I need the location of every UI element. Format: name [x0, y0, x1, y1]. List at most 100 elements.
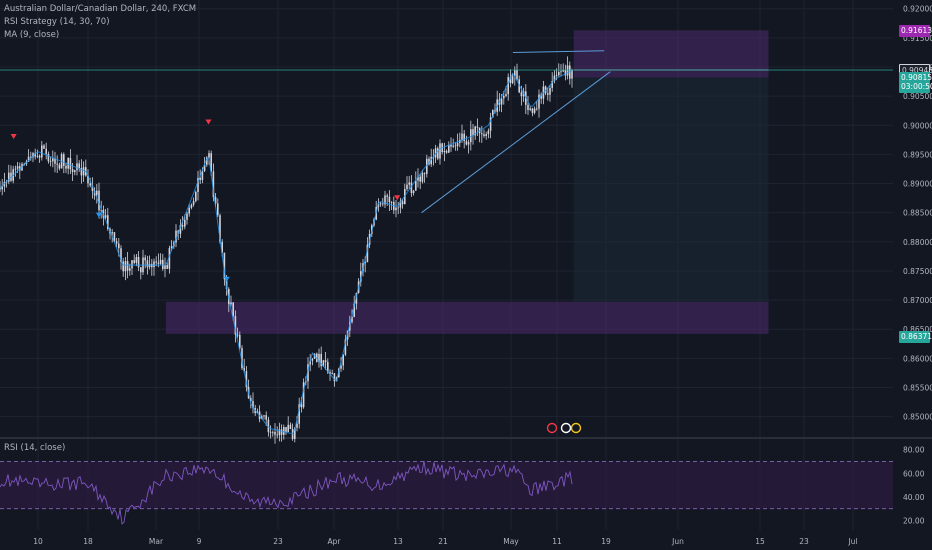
- candle-body: [67, 157, 69, 169]
- candle-body: [265, 415, 267, 420]
- price-tick-label: 0.86000: [903, 354, 932, 363]
- candle-body: [430, 156, 432, 165]
- demand-zone: [165, 301, 769, 334]
- candle-body: [566, 65, 569, 76]
- candle-body: [113, 232, 116, 242]
- candle-body: [533, 108, 536, 113]
- candle-body: [80, 168, 83, 176]
- signal-arrow: [394, 195, 401, 201]
- candle-body: [214, 197, 217, 204]
- candle-body: [364, 262, 366, 264]
- candle-body: [82, 167, 85, 176]
- strategy-legend[interactable]: RSI Strategy (14, 30, 70): [4, 17, 110, 27]
- price-tag: 0.91613: [899, 25, 932, 38]
- candle-body: [71, 169, 74, 172]
- rsi-legend[interactable]: RSI (14, close): [4, 443, 66, 453]
- candle-body: [175, 230, 177, 243]
- candle-body: [481, 133, 483, 135]
- candle-body: [252, 401, 254, 409]
- candle-body: [439, 143, 441, 159]
- price-tick-label: 0.89000: [903, 180, 932, 189]
- candle-body: [47, 153, 50, 162]
- candles: [0, 56, 573, 444]
- candle-body: [30, 156, 32, 158]
- candle-body: [38, 155, 41, 158]
- candle-body: [366, 244, 369, 263]
- candle-body: [181, 225, 184, 227]
- ma-line: [0, 70, 573, 435]
- time-tick-label: 23: [799, 537, 809, 546]
- candle-body: [470, 129, 472, 143]
- candle-body: [98, 190, 100, 211]
- candle-body: [417, 176, 419, 181]
- symbol-legend[interactable]: Australian Dollar/Canadian Dollar, 240, …: [4, 4, 197, 14]
- candle-body: [8, 172, 10, 182]
- price-tick-label: 0.87000: [903, 296, 932, 305]
- candle-body: [476, 126, 479, 128]
- candle-body: [107, 215, 109, 229]
- ma-legend[interactable]: MA (9, close): [4, 30, 60, 40]
- candle-body: [43, 145, 45, 149]
- candle-body: [426, 158, 428, 174]
- candle-body: [485, 134, 487, 136]
- rsi-tick-label: 20.00: [903, 517, 925, 526]
- candle-body: [344, 339, 347, 355]
- signal-arrow: [223, 276, 230, 282]
- candle-body: [41, 145, 43, 158]
- candle-body: [124, 261, 127, 272]
- candle-body: [520, 92, 523, 97]
- candle-body: [69, 157, 72, 170]
- candle-body: [199, 178, 201, 180]
- candle-body: [547, 93, 549, 95]
- candle-body: [129, 268, 131, 271]
- candle-body: [203, 164, 206, 172]
- pane-separator: [0, 437, 932, 439]
- candle-body: [472, 129, 474, 136]
- candle-body: [463, 133, 465, 142]
- candle-body: [516, 69, 518, 80]
- candle-body: [342, 354, 344, 366]
- candle-body: [89, 183, 91, 186]
- time-tick-label: 23: [273, 537, 283, 546]
- candle-body: [382, 203, 384, 205]
- time-tick-label: 13: [393, 537, 403, 546]
- event-icon: [560, 422, 572, 434]
- time-tick-label: 21: [438, 537, 448, 546]
- candle-body: [410, 182, 413, 193]
- price-tick-label: 0.88500: [903, 209, 932, 218]
- time-tick-label: Apr: [328, 537, 342, 546]
- candle-body: [454, 145, 457, 147]
- candle-body: [331, 373, 333, 374]
- rsi-line: [0, 460, 573, 525]
- candle-body: [379, 203, 382, 205]
- candle-body: [126, 261, 129, 271]
- candle-body: [230, 302, 232, 305]
- candle-body: [206, 157, 208, 165]
- candle-body: [500, 98, 503, 105]
- candle-body: [52, 158, 54, 162]
- signal-arrow: [95, 212, 102, 218]
- candle-body: [78, 163, 80, 169]
- candle-body: [153, 261, 155, 268]
- candle-body: [278, 429, 281, 436]
- candle-body: [140, 267, 142, 273]
- candle-body: [448, 144, 450, 153]
- candle-body: [195, 192, 197, 202]
- time-tick-label: May: [503, 537, 519, 546]
- candle-body: [300, 404, 303, 408]
- signal-arrow: [205, 119, 212, 125]
- candle-body: [274, 431, 276, 435]
- candle-body: [208, 153, 210, 158]
- candle-body: [122, 261, 124, 272]
- candle-body: [0, 187, 1, 190]
- candle-body: [56, 163, 58, 165]
- candle-body: [234, 316, 237, 335]
- candle-body: [467, 142, 470, 145]
- support-trendline: [421, 71, 611, 214]
- candle-body: [558, 72, 560, 76]
- candle-body: [1, 186, 3, 190]
- candle-body: [285, 427, 287, 432]
- candle-body: [267, 419, 270, 433]
- price-tick-label: 0.86500: [903, 325, 932, 334]
